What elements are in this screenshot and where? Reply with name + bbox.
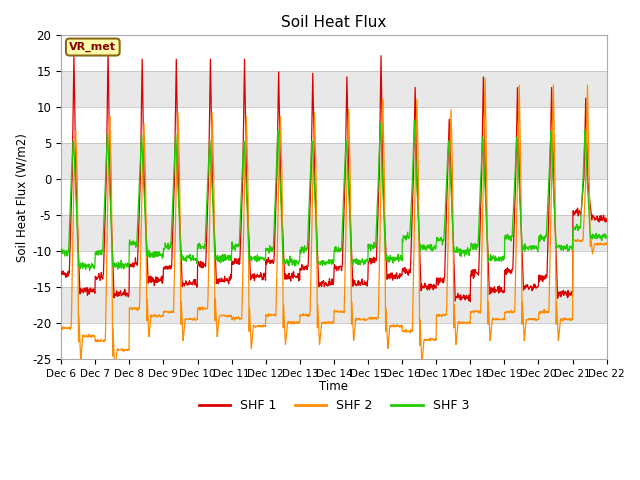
Bar: [61, 251, 607, 287]
Legend: SHF 1, SHF 2, SHF 3: SHF 1, SHF 2, SHF 3: [194, 395, 474, 418]
Y-axis label: Soil Heat Flux (W/m2): Soil Heat Flux (W/m2): [15, 132, 28, 262]
X-axis label: Time: Time: [319, 380, 348, 393]
Text: VR_met: VR_met: [69, 42, 116, 52]
Bar: [61, 36, 607, 72]
Bar: [61, 323, 607, 359]
Title: Soil Heat Flux: Soil Heat Flux: [281, 15, 387, 30]
Bar: [61, 107, 607, 143]
Bar: [61, 179, 607, 215]
